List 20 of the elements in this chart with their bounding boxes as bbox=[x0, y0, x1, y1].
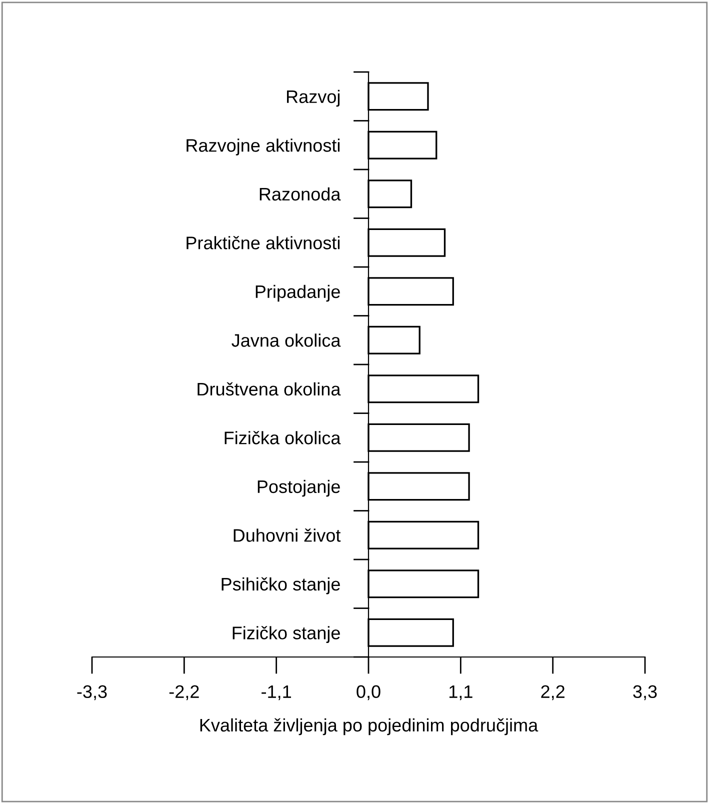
y-tick-label: Duhovni život bbox=[234, 528, 341, 542]
x-tick-label: -1,1 bbox=[262, 685, 292, 700]
y-tick-label: Razvoj bbox=[287, 90, 340, 107]
x-tick-label: 0,0 bbox=[356, 685, 380, 700]
x-tick-label: -2,2 bbox=[169, 685, 199, 700]
y-tick-label: Razvojne aktivnosti bbox=[186, 138, 340, 156]
y-tick-label: Javna okolica bbox=[232, 334, 341, 347]
x-tick-label: -3,3 bbox=[77, 685, 107, 700]
x-tick-label: 3,3 bbox=[633, 685, 657, 700]
x-tick-label: 1,1 bbox=[449, 685, 472, 700]
y-tick-label: Razonoda bbox=[260, 187, 341, 201]
y-tick-label: Praktične aktivnosti bbox=[186, 236, 340, 250]
y-tick-label: Društvena okolina bbox=[198, 382, 341, 396]
x-axis-title: Kvaliteta življenja po pojedinim područjima bbox=[200, 718, 538, 736]
y-tick-label: Fizička okolica bbox=[224, 431, 341, 444]
y-tick-label: Pripadanje bbox=[256, 284, 340, 302]
y-tick-label: Fizičko stanje bbox=[232, 626, 340, 643]
x-tick-label: 2,2 bbox=[541, 685, 564, 700]
y-tick-label: Psihičko stanje bbox=[222, 577, 340, 594]
y-tick-label: Postojanje bbox=[258, 480, 340, 497]
